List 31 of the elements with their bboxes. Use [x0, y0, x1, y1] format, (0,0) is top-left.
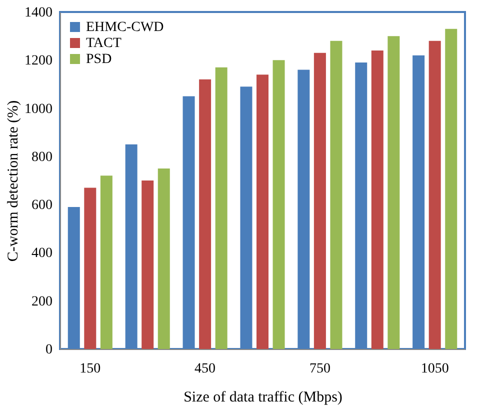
legend-label: TACT: [86, 36, 122, 51]
y-tick-label: 1000: [24, 102, 52, 117]
x-axis-title: Size of data traffic (Mbps): [184, 390, 342, 406]
y-tick-label: 0: [46, 342, 52, 358]
bar: [272, 60, 285, 349]
bar: [142, 180, 154, 349]
bar: [388, 36, 400, 349]
y-tick-label: 1400: [24, 6, 52, 20]
y-tick-label: 600: [32, 198, 52, 214]
x-tick-label: 150: [80, 362, 101, 376]
bar: [84, 188, 96, 349]
x-tick-label: 750: [309, 362, 330, 376]
x-tick-label: 1050: [420, 362, 449, 376]
y-tick-label: 400: [32, 246, 52, 262]
bar: [371, 50, 384, 349]
y-axis-title: C-worm detection rate (%): [6, 100, 22, 262]
bar: [428, 40, 441, 349]
y-tick-label: 200: [32, 294, 52, 310]
bar: [215, 67, 228, 349]
bar: [158, 168, 170, 349]
y-tick-label: 1200: [24, 54, 52, 69]
bar: [445, 28, 458, 349]
bar: [256, 74, 268, 349]
legend-label: EHMC-CWD: [86, 20, 164, 35]
bar: [330, 40, 342, 349]
y-tick-label: 800: [32, 150, 52, 165]
bar: [199, 79, 212, 349]
bar: [314, 52, 326, 349]
bar: [100, 176, 112, 349]
legend-label: PSD: [86, 52, 112, 67]
x-tick-label: 450: [194, 362, 216, 376]
